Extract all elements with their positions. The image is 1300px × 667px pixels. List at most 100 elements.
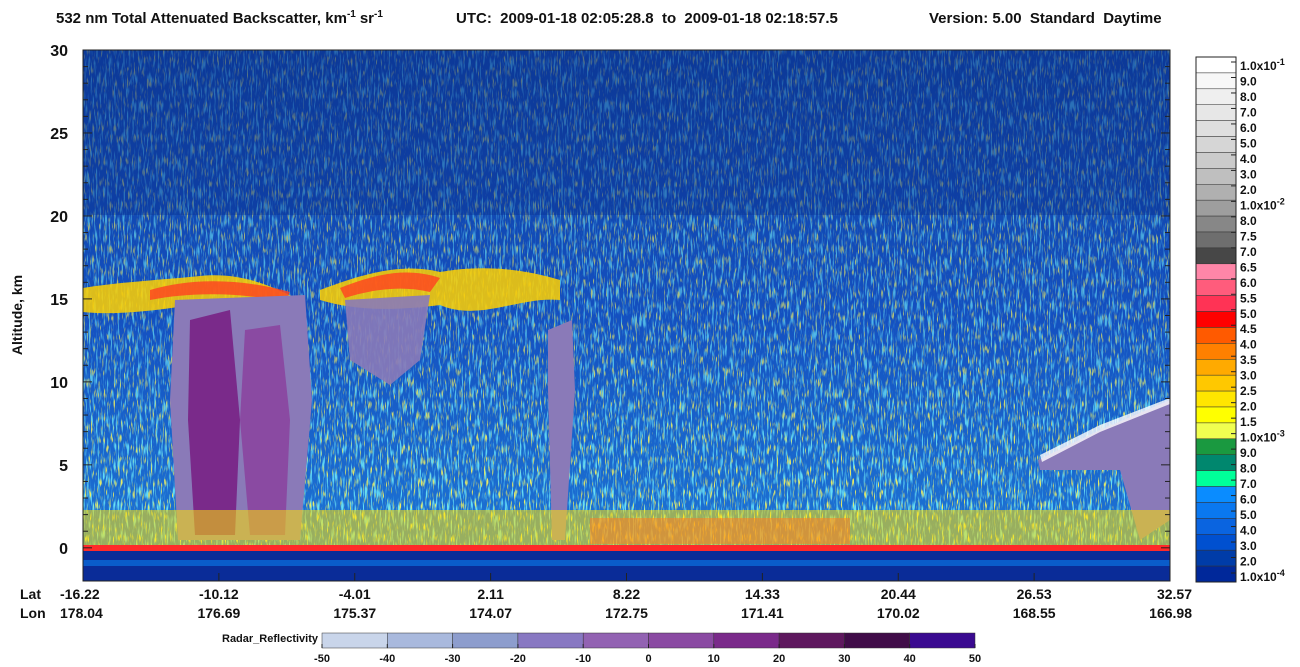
colorbar-swatch xyxy=(1195,565,1237,583)
subtitle-version: Version: 5.00 Standard Daytime xyxy=(929,10,1162,27)
colorbar-swatch xyxy=(1195,549,1237,567)
radar-tick-label: -10 xyxy=(575,653,591,665)
lon-label: 166.98 xyxy=(1149,605,1192,621)
radar-swatch xyxy=(778,632,845,649)
lon-label: 174.07 xyxy=(469,605,512,621)
colorbar-swatch xyxy=(1195,534,1237,551)
y-tick-label: 15 xyxy=(50,292,68,309)
radar-column xyxy=(548,320,575,540)
colorbar-swatch xyxy=(1195,120,1237,137)
colorbar-label: 4.0 xyxy=(1240,338,1257,352)
colorbar-swatch xyxy=(1195,374,1237,392)
lon-label: 176.69 xyxy=(197,605,240,621)
colorbar-swatch xyxy=(1195,311,1237,328)
colorbar-swatch xyxy=(1195,470,1237,487)
colorbar-swatch xyxy=(1195,438,1237,455)
colorbar-frame xyxy=(1195,56,1237,583)
radar-column xyxy=(1038,400,1170,540)
y-tick-label: 10 xyxy=(50,375,68,392)
y-tick-label: 0 xyxy=(59,541,68,558)
colorbar-label: 3.0 xyxy=(1240,167,1257,181)
colorbar-label: 7.5 xyxy=(1240,229,1257,243)
colorbar-label: 8.0 xyxy=(1240,462,1257,476)
colorbar-label: 4.0 xyxy=(1240,524,1257,538)
lon-label: 168.55 xyxy=(1013,605,1056,621)
lat-label: 8.22 xyxy=(613,586,640,602)
colorbar-label: 5.0 xyxy=(1240,307,1257,321)
colorbar-swatch xyxy=(1195,502,1237,519)
colorbar-swatch xyxy=(1195,263,1237,280)
y-axis-label: Altitude, km xyxy=(9,275,25,355)
backscatter-image xyxy=(83,50,1170,581)
colorbar-swatch xyxy=(1195,454,1237,471)
colorbar-swatch xyxy=(1195,247,1237,265)
colorbar-label: 7.0 xyxy=(1240,477,1257,491)
colorbar-label: 2.0 xyxy=(1240,555,1257,569)
colorbar-swatch xyxy=(1195,56,1237,74)
lon-label: 178.04 xyxy=(60,605,103,621)
colorbar-label: 4.5 xyxy=(1240,322,1257,336)
colorbar-label: 2.0 xyxy=(1240,400,1257,414)
colorbar-label: 8.0 xyxy=(1240,90,1257,104)
colorbar-label-base: 1.0x10 xyxy=(1240,198,1277,212)
colorbar-swatch xyxy=(1195,279,1237,296)
radar-colorbar-label: Radar_Reflectivity xyxy=(222,633,319,645)
colorbar-swatch xyxy=(1195,215,1237,233)
lat-label: 14.33 xyxy=(745,586,780,602)
colorbar-label-exp: -1 xyxy=(1277,57,1285,67)
colorbar-label: 5.0 xyxy=(1240,136,1257,150)
colorbar-label-base: 1.0x10 xyxy=(1240,59,1277,73)
radar-tick-label: -30 xyxy=(445,653,461,665)
radar-tick-label: 0 xyxy=(645,653,651,665)
colorbar-swatch xyxy=(1195,422,1237,440)
lat-label: 2.11 xyxy=(477,586,504,602)
colorbar-label: 1.0x10-4 xyxy=(1240,568,1285,584)
cloud-band xyxy=(150,281,290,302)
colorbar-swatch xyxy=(1195,104,1237,121)
radar-column xyxy=(345,295,430,385)
colorbar-swatch xyxy=(1195,184,1237,201)
radar-swatch xyxy=(648,632,715,649)
colorbar-label-base: 1.0x10 xyxy=(1240,431,1277,445)
colorbar-label: 7.0 xyxy=(1240,105,1257,119)
lat-label: 26.53 xyxy=(1017,586,1052,602)
subtitle-utc: UTC: 2009-01-18 02:05:28.8 to 2009-01-18… xyxy=(456,10,838,27)
chart-title: 532 nm Total Attenuated Backscatter, km-… xyxy=(56,9,383,27)
colorbar-label-base: 1.0x10 xyxy=(1240,570,1277,584)
radar-tick-label: 10 xyxy=(708,653,720,665)
colorbar-label: 6.5 xyxy=(1240,260,1257,274)
below-surface xyxy=(83,560,1170,566)
colorbar-label: 3.0 xyxy=(1240,369,1257,383)
radar-tick-label: 20 xyxy=(773,653,785,665)
colorbar-label-exp: -3 xyxy=(1277,429,1285,439)
lon-label: 171.41 xyxy=(741,605,784,621)
boundary-layer xyxy=(590,518,850,544)
x-row-label: Lon xyxy=(20,605,46,621)
colorbar-label: 9.0 xyxy=(1240,74,1257,88)
lat-label: 32.57 xyxy=(1157,586,1192,602)
cloud-band xyxy=(340,272,440,298)
x-row-label: Lat xyxy=(20,586,41,602)
colorbar-label: 1.0x10-2 xyxy=(1240,196,1285,212)
y-tick-label: 5 xyxy=(59,458,68,475)
radar-column xyxy=(240,325,290,535)
colorbar-swatch xyxy=(1195,486,1237,503)
colorbar-swatch xyxy=(1195,72,1237,90)
colorbar-label: 1.5 xyxy=(1240,415,1257,429)
colorbar-label-exp: -2 xyxy=(1277,196,1285,206)
colorbar-swatch xyxy=(1195,231,1237,249)
colorbar-swatch xyxy=(1195,518,1237,535)
colorbar-swatch xyxy=(1195,136,1237,153)
y-tick-label: 25 xyxy=(50,126,68,143)
colorbar-label: 5.0 xyxy=(1240,508,1257,522)
lat-label: 20.44 xyxy=(881,586,916,602)
colorbar-label: 9.0 xyxy=(1240,446,1257,460)
colorbar-label: 2.5 xyxy=(1240,384,1257,398)
radar-swatch xyxy=(844,632,910,649)
colorbar-label: 6.0 xyxy=(1240,121,1257,135)
colorbar-label: 8.0 xyxy=(1240,214,1257,228)
radar-swatch xyxy=(909,632,976,649)
cloud-top xyxy=(1040,398,1170,462)
colorbar-label: 5.5 xyxy=(1240,291,1257,305)
